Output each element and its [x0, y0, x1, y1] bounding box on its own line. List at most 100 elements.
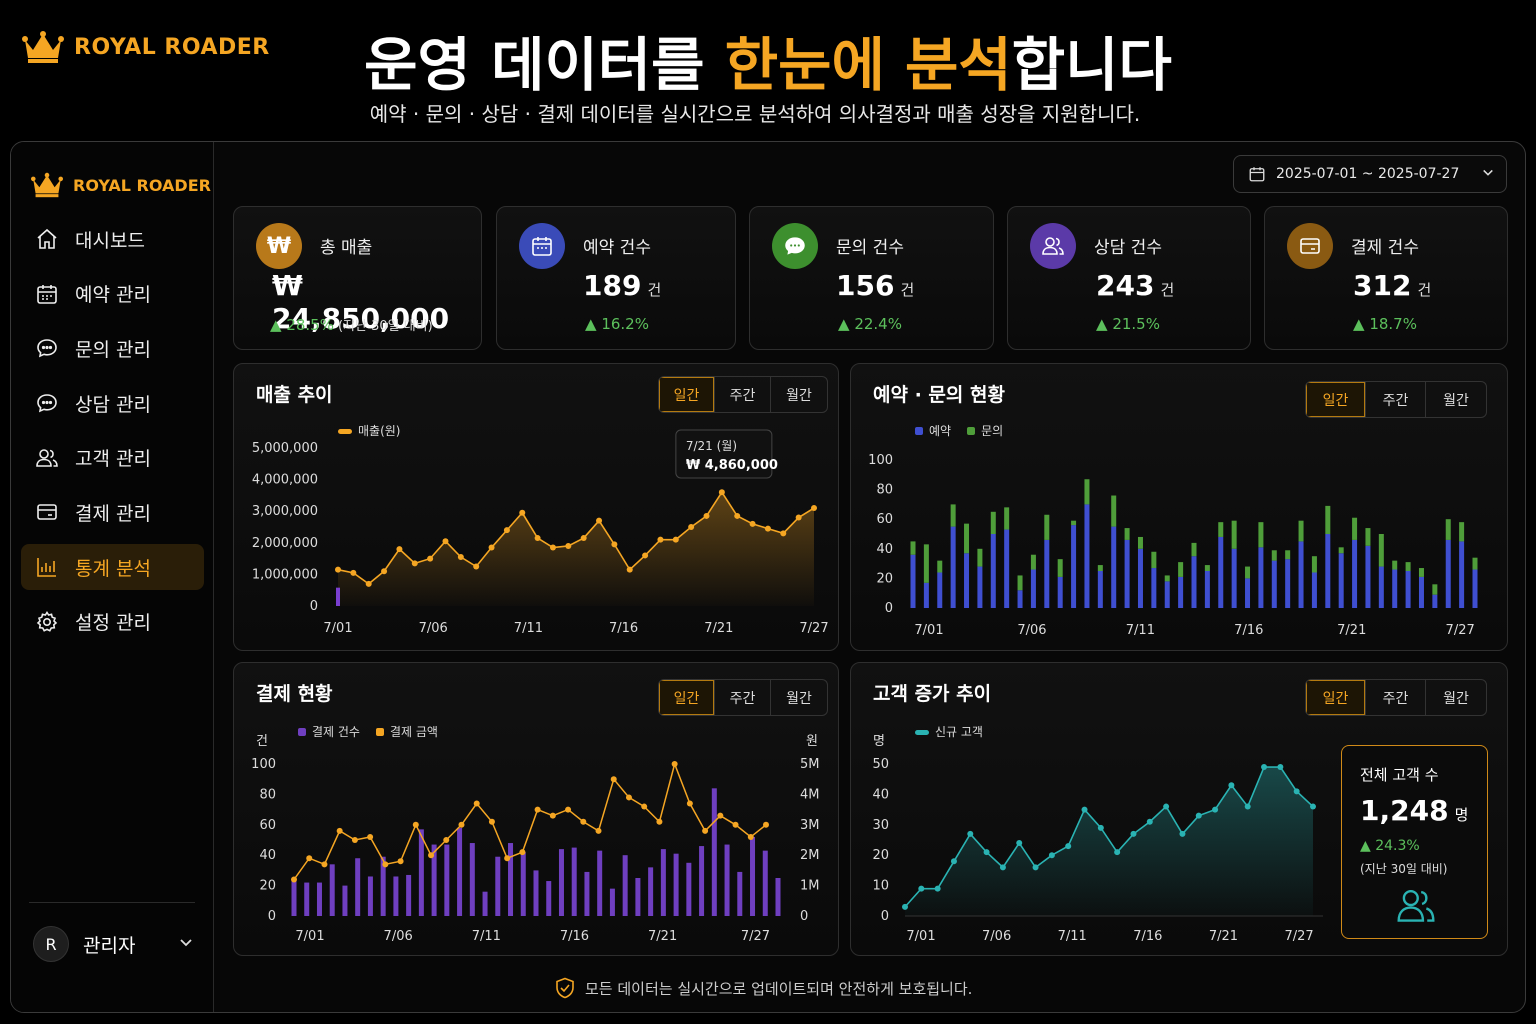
- sidebar-item-payments[interactable]: 결제 관리: [21, 489, 204, 535]
- bar-inquiry: [1298, 520, 1304, 542]
- chart-legend: 결제 건수 결제 금액: [298, 723, 438, 740]
- bar-booking: [1392, 569, 1398, 608]
- bar-booking: [1258, 547, 1264, 608]
- bar-payment-count: [622, 855, 628, 916]
- y-tick-label: 100: [868, 453, 893, 468]
- y-tick-label: 10: [872, 879, 889, 894]
- tab-weekly[interactable]: 주간: [1366, 680, 1426, 715]
- data-point: [983, 849, 990, 856]
- chat-icon: [772, 223, 818, 269]
- kpi-card-revenue[interactable]: ₩ 총 매출 ₩ 24,850,000 ▲ 28.5% (지난 30일 대비): [233, 206, 482, 350]
- kpi-card-bookings[interactable]: 예약 건수 189 건 ▲ 16.2%: [496, 206, 736, 350]
- data-point: [918, 885, 925, 892]
- x-tick-label: 7/21: [648, 929, 677, 944]
- sidebar-item-consultations[interactable]: 상담 관리: [21, 380, 204, 426]
- data-point: [795, 514, 802, 521]
- total-customers-card: 전체 고객 수 1,248 명 ▲ 24.3% (지난 30일 대비): [1341, 745, 1488, 939]
- bar-booking: [1137, 548, 1143, 608]
- kpi-card-payments[interactable]: 결제 건수 312 건 ▲ 18.7%: [1264, 206, 1508, 350]
- tab-daily[interactable]: 일간: [1306, 382, 1366, 417]
- y-tick-label: 4,000,000: [252, 473, 318, 488]
- bar-inquiry: [1459, 522, 1465, 542]
- sidebar-nav: 대시보드 예약 관리 문의 관리 상담 관리 고객 관리 결제 관리: [21, 216, 204, 654]
- calendar-icon: [1249, 167, 1265, 182]
- legend-label: 문의: [981, 424, 1004, 438]
- tab-daily[interactable]: 일간: [1306, 680, 1366, 715]
- total-customers-label: 전체 고객 수: [1360, 766, 1439, 784]
- tab-weekly[interactable]: 주간: [715, 377, 771, 412]
- kpi-card-inquiries[interactable]: 문의 건수 156 건 ▲ 22.4%: [749, 206, 994, 350]
- data-point: [306, 855, 313, 862]
- data-point: [967, 830, 974, 837]
- date-range-picker[interactable]: 2025-07-01 ~ 2025-07-27: [1233, 155, 1507, 193]
- tab-monthly[interactable]: 월간: [1443, 392, 1469, 409]
- y-left-tick: 80: [259, 787, 276, 802]
- data-point: [534, 806, 541, 813]
- main-content: 2025-07-01 ~ 2025-07-27 ₩ 총 매출 ₩ 24,850,…: [215, 142, 1525, 1012]
- customer-area-chart: 명 0 10 20 30 40 50 7/01 7/06 7/11 7/16 7/21 7/27: [872, 734, 1323, 944]
- panel-title: 고객 증가 추이: [873, 683, 992, 705]
- panel-title: 예약 · 문의 현황: [873, 384, 1005, 406]
- data-point: [596, 517, 603, 524]
- data-point: [902, 903, 908, 910]
- data-point: [442, 538, 449, 545]
- data-point: [642, 552, 649, 559]
- data-point: [999, 864, 1006, 871]
- bar-inquiry: [923, 544, 929, 583]
- tab-monthly[interactable]: 월간: [786, 690, 812, 707]
- kpi-change: ▲ 28.5% (지난 30일 대비): [270, 316, 433, 334]
- bar-booking: [1044, 539, 1050, 608]
- tab-weekly[interactable]: 주간: [1366, 382, 1426, 417]
- kpi-card-consultations[interactable]: 상담 건수 243 건 ▲ 21.5%: [1007, 206, 1251, 350]
- data-point: [703, 512, 710, 519]
- bar-booking: [1405, 571, 1411, 608]
- bar-inquiry: [1164, 575, 1170, 582]
- y-tick-label: 1,000,000: [252, 567, 318, 582]
- data-point: [428, 852, 435, 859]
- sidebar-item-dashboard[interactable]: 대시보드: [21, 216, 204, 262]
- total-customers-value: 1,248 명: [1360, 794, 1468, 827]
- total-customers-change: ▲ 24.3%: [1360, 838, 1420, 854]
- bar-booking: [1231, 548, 1237, 608]
- sidebar-item-settings[interactable]: 설정 관리: [21, 599, 204, 645]
- sidebar-item-bookings[interactable]: 예약 관리: [21, 271, 204, 317]
- chevron-down-icon[interactable]: [179, 938, 193, 948]
- y-tick-label: 60: [876, 512, 893, 527]
- sidebar-item-statistics[interactable]: 통계 분석: [21, 544, 204, 591]
- y-tick-label: 0: [310, 599, 318, 614]
- bar-booking: [1472, 569, 1478, 608]
- headline-highlight: 한눈에 분석: [724, 31, 1012, 99]
- bar-payment-count: [660, 849, 666, 916]
- data-point: [534, 535, 541, 542]
- total-customers-number: 1,248: [1360, 794, 1449, 827]
- bar-booking: [1325, 534, 1331, 608]
- tab-daily[interactable]: 일간: [659, 377, 715, 412]
- tab-monthly[interactable]: 월간: [786, 387, 812, 404]
- calendar-icon: [37, 284, 57, 304]
- bar-payment-count: [533, 870, 539, 916]
- bar-booking: [1097, 571, 1103, 608]
- bar-inquiry: [1472, 557, 1478, 570]
- total-customers-note: (지난 30일 대비): [1360, 862, 1448, 876]
- users-icon: [1030, 223, 1076, 269]
- chat-icon: [37, 394, 57, 413]
- sidebar-item-customers[interactable]: 고객 관리: [21, 435, 204, 481]
- sidebar-brand-name: ROYAL ROADER: [73, 175, 211, 195]
- bar-payment-count: [469, 843, 475, 916]
- user-menu[interactable]: R 관리자: [33, 926, 135, 962]
- top-brand-logo: ROYAL ROADER: [22, 30, 270, 64]
- sidebar-logo[interactable]: ROYAL ROADER: [31, 172, 211, 198]
- kpi-value-number: 312: [1353, 269, 1412, 302]
- bar-payment-count: [355, 858, 361, 916]
- bar-payment-count: [329, 864, 335, 916]
- bar-inquiry: [950, 504, 956, 527]
- tab-monthly[interactable]: 월간: [1443, 690, 1469, 707]
- data-point: [749, 520, 756, 527]
- bar-inquiry: [1151, 551, 1157, 569]
- bar-inquiry: [1245, 566, 1251, 579]
- data-point: [702, 827, 709, 834]
- bar-inquiry: [1271, 550, 1277, 561]
- sidebar-item-inquiries[interactable]: 문의 관리: [21, 325, 204, 371]
- tab-daily[interactable]: 일간: [659, 680, 715, 715]
- tab-weekly[interactable]: 주간: [715, 680, 771, 715]
